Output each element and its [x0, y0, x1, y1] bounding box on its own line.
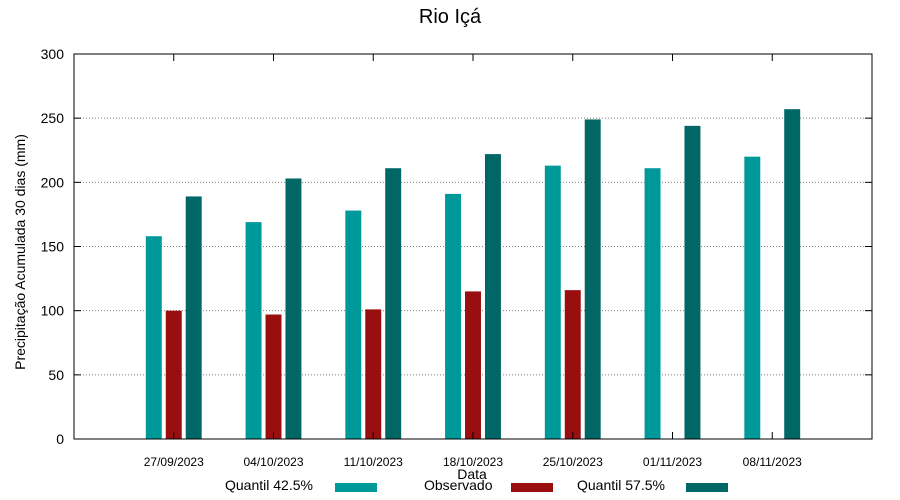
legend-swatch	[335, 483, 377, 492]
legend-label: Quantil 57.5%	[577, 477, 665, 493]
y-tick-label: 0	[56, 431, 64, 447]
bar-quantil-57-5-	[185, 196, 202, 439]
legend: Quantil 42.5% Observado Quantil 57.5%	[0, 477, 900, 497]
bar-quantil-42-5-	[245, 222, 262, 439]
x-tick-label: 25/10/2023	[543, 455, 603, 469]
bar-quantil-42-5-	[445, 193, 462, 439]
x-axis-label: Data	[457, 466, 487, 482]
x-tick-label: 01/11/2023	[643, 455, 702, 469]
bar-observado	[165, 310, 182, 439]
axis-ticks: 0 50 100 150 200 250 300 27/09/2023 04/10/2023 11…	[41, 46, 872, 469]
bar-observado	[465, 291, 481, 439]
legend-swatch	[686, 483, 728, 492]
bar-quantil-42-5-	[744, 156, 761, 439]
bar-observado	[365, 309, 382, 439]
bar-quantil-57-5-	[584, 119, 601, 439]
bar-quantil-57-5-	[285, 178, 302, 439]
legend-label: Quantil 42.5%	[225, 477, 313, 493]
bar-quantil-57-5-	[484, 154, 501, 439]
bar-quantil-57-5-	[385, 168, 402, 439]
bar-quantil-42-5-	[644, 168, 661, 439]
y-tick-label: 150	[41, 239, 65, 255]
legend-label: Observado	[424, 477, 493, 493]
bars	[145, 109, 801, 439]
x-tick-label: 27/09/2023	[144, 455, 204, 469]
bar-quantil-42-5-	[345, 210, 362, 439]
y-tick-label: 300	[41, 46, 65, 62]
x-tick-label: 08/11/2023	[743, 455, 802, 469]
y-tick-label: 250	[41, 110, 65, 126]
chart-title: Rio Içá	[418, 6, 482, 28]
x-tick-label: 18/10/2023	[443, 455, 503, 469]
bar-quantil-57-5-	[784, 109, 801, 439]
bar-observado	[265, 314, 282, 439]
x-tick-label: 04/10/2023	[243, 455, 303, 469]
y-axis-label: Precipitação Acumulada 30 dias (mm)	[12, 134, 28, 370]
bar-observado	[564, 290, 581, 439]
bar-quantil-42-5-	[544, 165, 561, 439]
y-tick-label: 200	[41, 174, 65, 190]
y-tick-label: 50	[48, 367, 64, 383]
y-tick-label: 100	[41, 303, 65, 319]
bar-quantil-42-5-	[145, 236, 162, 439]
x-tick-label: 11/10/2023	[344, 455, 403, 469]
legend-swatch	[511, 483, 553, 492]
bar-quantil-57-5-	[684, 125, 701, 439]
